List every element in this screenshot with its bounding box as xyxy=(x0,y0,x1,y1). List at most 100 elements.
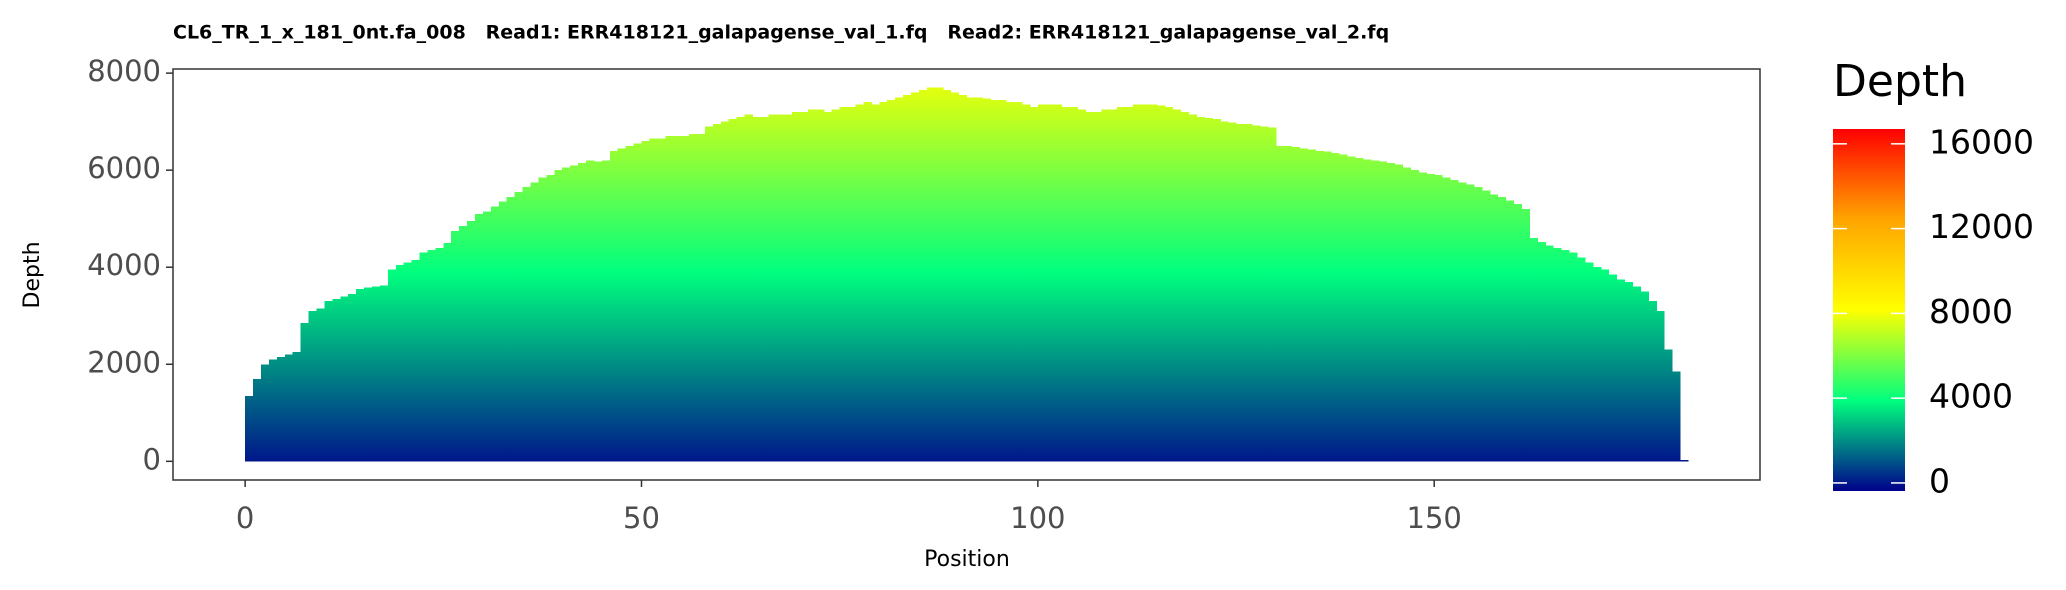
colorbar-label: 0 xyxy=(1929,461,1950,500)
bar xyxy=(712,124,722,462)
bar xyxy=(728,119,738,462)
plot-border xyxy=(172,68,1761,481)
bar xyxy=(1600,269,1610,462)
bar xyxy=(839,107,849,462)
bar xyxy=(815,109,825,462)
bar xyxy=(1529,238,1538,462)
bar xyxy=(1576,257,1586,462)
chart-title: CL6_TR_1_x_181_0nt.fa_008 Read1: ERR4181… xyxy=(173,22,1389,44)
bar xyxy=(895,97,904,462)
bar xyxy=(736,116,746,462)
bar xyxy=(1624,281,1633,462)
bar xyxy=(1212,119,1221,462)
bar xyxy=(720,121,730,462)
bar xyxy=(990,99,999,462)
bar xyxy=(1006,102,1015,462)
bar xyxy=(1434,175,1443,462)
bar xyxy=(911,92,920,462)
bar xyxy=(364,287,373,462)
bar xyxy=(855,104,865,462)
bar xyxy=(1473,187,1483,462)
colorbar-label: 12000 xyxy=(1929,207,2034,246)
bar xyxy=(831,109,841,462)
bar xyxy=(1045,104,1055,462)
bar xyxy=(673,136,682,462)
bar xyxy=(324,301,333,462)
bar xyxy=(1648,301,1657,462)
bar xyxy=(379,285,389,462)
bar xyxy=(300,323,310,462)
bar xyxy=(1450,179,1459,462)
bar xyxy=(1465,184,1475,462)
bar xyxy=(1386,162,1396,462)
bar xyxy=(451,230,460,462)
bar xyxy=(1418,172,1427,462)
bar xyxy=(641,141,651,462)
bar xyxy=(704,126,714,462)
colorbar-label: 4000 xyxy=(1929,377,2013,416)
bar xyxy=(593,161,603,462)
bar xyxy=(1101,109,1110,462)
bar xyxy=(1180,111,1190,462)
bar xyxy=(1259,126,1269,462)
bar xyxy=(1267,127,1277,462)
bar xyxy=(348,293,357,462)
bar xyxy=(1029,107,1039,462)
bar xyxy=(1331,153,1340,462)
bar xyxy=(1323,151,1332,462)
bar xyxy=(1037,104,1047,462)
bar xyxy=(601,160,611,462)
bar xyxy=(395,264,405,462)
bar xyxy=(934,87,944,462)
bar xyxy=(974,97,983,462)
bar xyxy=(998,99,1007,462)
bar xyxy=(1497,196,1507,462)
bar xyxy=(578,162,587,462)
bar xyxy=(1394,164,1404,462)
bar xyxy=(1553,247,1562,462)
bar xyxy=(1505,200,1515,462)
bar xyxy=(871,104,880,462)
bar xyxy=(482,211,492,462)
bar xyxy=(863,102,872,462)
bar xyxy=(467,221,476,462)
bar xyxy=(443,242,452,462)
bar xyxy=(1315,150,1324,462)
bar xyxy=(1362,159,1372,462)
bar xyxy=(1521,208,1530,462)
bar xyxy=(1346,156,1356,462)
bar xyxy=(1243,124,1253,462)
bar xyxy=(245,395,254,462)
bar xyxy=(387,269,397,462)
bar xyxy=(1164,107,1174,462)
bar xyxy=(1275,145,1285,462)
bar xyxy=(1220,121,1229,462)
bar xyxy=(1640,291,1649,462)
bar xyxy=(498,201,508,462)
bar xyxy=(1251,125,1261,462)
bar xyxy=(1077,109,1087,462)
bar xyxy=(538,177,547,462)
bar xyxy=(625,145,635,462)
y-tick-label: 2000 xyxy=(87,345,161,379)
bar xyxy=(784,114,793,462)
bar xyxy=(1053,104,1063,462)
bar xyxy=(1584,262,1594,462)
bar xyxy=(1616,279,1626,462)
bar xyxy=(1117,107,1126,462)
bar xyxy=(1632,286,1641,462)
bar xyxy=(292,352,302,462)
bar xyxy=(1656,310,1665,462)
bar xyxy=(807,109,817,462)
y-tick-label: 8000 xyxy=(87,54,161,88)
bar xyxy=(514,192,524,462)
bar xyxy=(276,356,286,462)
bar xyxy=(1196,116,1205,462)
bar xyxy=(562,167,571,462)
x-tick-label: 100 xyxy=(1010,501,1065,535)
bar xyxy=(879,102,888,462)
bar xyxy=(768,114,777,462)
bar xyxy=(1513,204,1522,462)
bar xyxy=(475,213,484,462)
